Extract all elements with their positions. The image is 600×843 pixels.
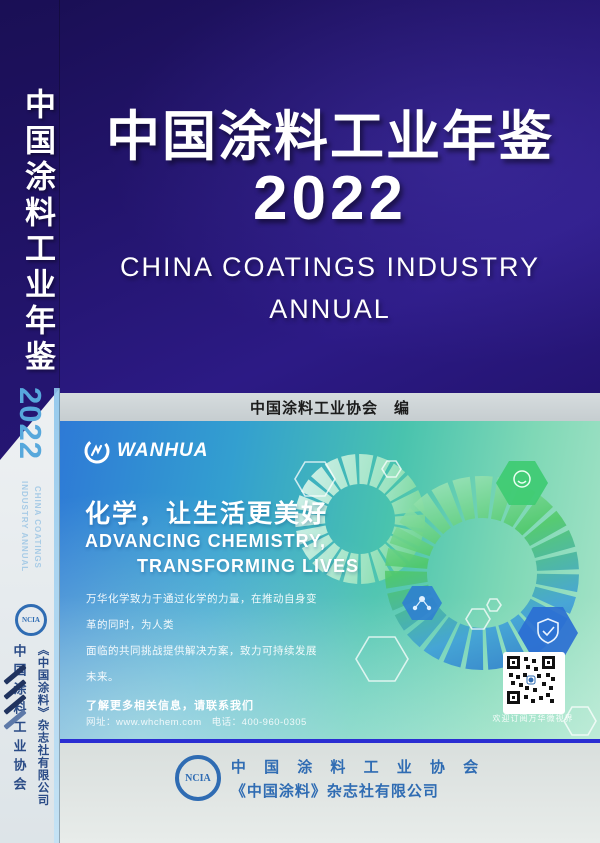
ncia-logo-icon: NCIA [15, 604, 47, 636]
hexagon-outline-flask-icon [355, 636, 409, 682]
footer-publisher-block: 中 国 涂 料 工 业 协 会 《中国涂料》杂志社有限公司 [231, 756, 485, 801]
footer-brand: NCIA 中 国 涂 料 工 业 协 会 《中国涂料》杂志社有限公司 [60, 755, 600, 801]
infinity-left-loop [295, 454, 425, 584]
qr-code [503, 652, 565, 714]
spine-decorative-stripes [2, 664, 32, 742]
spine-seam-line [59, 0, 60, 843]
footer-association-name: 中 国 涂 料 工 业 协 会 [230, 758, 486, 776]
hexagon-outline-bottom-icon [563, 706, 597, 736]
cover-title-en-line1: CHINA COATINGS INDUSTRY [119, 252, 541, 282]
ad-slogan-cn: 化学，让生活更美好 [85, 500, 329, 528]
ad-body-text: 万华化学致力于通过化学的力量，在推动自身变革的同时，为人类 面临的共同挑战提供解… [86, 586, 321, 690]
ad-slogan-en-line1: ADVANCING CHEMISTRY, [85, 531, 327, 551]
cover-top-panel: 中国涂料工业年鉴 2022 CHINA COATINGS INDUSTRY AN… [60, 0, 600, 393]
spine-publisher-name: 《中国涂料》杂志社有限公司 [36, 644, 49, 807]
footer-panel: NCIA 中 国 涂 料 工 业 协 会 《中国涂料》杂志社有限公司 [60, 743, 600, 843]
spine-year: 2022 [13, 386, 48, 460]
ad-slogan-en-line2: TRANSFORMING LIVES [137, 556, 360, 576]
wanhua-logo: WANHUA [84, 438, 209, 464]
hexagon-blue-shield-icon [518, 607, 578, 659]
cover-title-cn: 中国涂料工业年鉴 [106, 107, 554, 167]
cover-title-en-line2: ANNUAL [269, 294, 391, 324]
ad-body-line2: 面临的共同挑战提供解决方案，致力可持续发展未来。 [86, 645, 317, 683]
ncia-logo-text: NCIA [185, 772, 211, 784]
spine-ncia-logo: NCIA [15, 604, 47, 636]
hexagon-outline-icon [294, 461, 336, 497]
book-spine: 中国涂料工业年鉴 2022 CHINA COATINGS INDUSTRY AN… [0, 0, 60, 843]
hexagon-blue-molecule-icon [402, 586, 442, 620]
editor-band: 中国涂料工业协会 编 [60, 393, 600, 421]
qr-code-pattern [506, 655, 556, 705]
footer-publisher-name: 《中国涂料》杂志社有限公司 [230, 782, 439, 800]
cover-year: 2022 [253, 164, 407, 233]
wanhua-logo-text: WANHUA [117, 440, 209, 461]
hexagon-green-smiley-icon [496, 461, 548, 505]
spine-title-cn: 中国涂料工业年鉴 [20, 88, 55, 376]
qr-caption: 欢迎订阅万华微视界 [492, 714, 574, 723]
spine-edge-stripe [54, 388, 60, 843]
wanhua-logo-icon [84, 438, 110, 464]
ncia-logo-text: NCIA [22, 616, 40, 624]
ncia-logo-icon: NCIA [174, 755, 221, 801]
spine-title-en: CHINA COATINGS INDUSTRY ANNUAL [20, 481, 42, 573]
hexagon-outline-pair-icon [465, 608, 491, 630]
hexagon-infinity-art [294, 454, 597, 736]
ad-contact-detail: 网址：www.whchem.com 电话：400-960-0305 [86, 717, 307, 728]
ad-body-line1: 万华化学致力于通过化学的力量，在推动自身变革的同时，为人类 [86, 593, 317, 631]
hexagon-outline-tiny-icon [486, 598, 502, 612]
hexagon-outline-small-icon [381, 460, 402, 478]
editor-line: 中国涂料工业协会 编 [249, 399, 410, 417]
wanhua-ad-banner: WANHUA 化学，让生活更美好 ADVANCING CHEMISTRY, TR… [60, 421, 600, 743]
ad-contact-title: 了解更多相关信息，请联系我们 [86, 700, 254, 712]
